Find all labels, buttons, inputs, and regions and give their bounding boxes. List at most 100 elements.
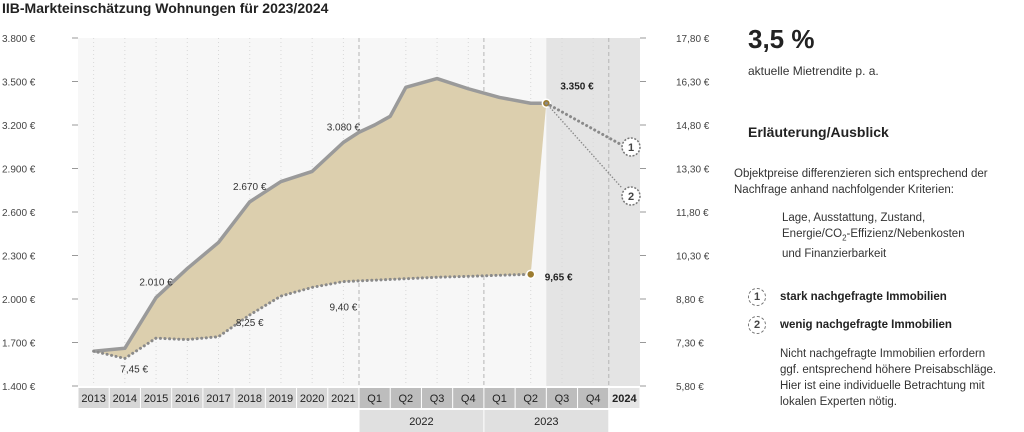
- note-line: Nicht nachgefragte Immobilien erfordern: [780, 348, 986, 360]
- legend-label: stark nachgefragte Immobilien: [780, 291, 947, 304]
- note-line: Hier ist eine individuelle Betrachtung m…: [780, 380, 985, 392]
- note-line: ggf. entsprechend höhere Preisabschläge.: [780, 364, 997, 376]
- y-right-tick-label: 16,30 €: [676, 78, 710, 89]
- x-category-cell: [140, 388, 172, 408]
- year-group-label: 2023: [534, 416, 558, 428]
- data-label: 2.010 €: [139, 278, 173, 289]
- x-category-label: 2016: [175, 393, 199, 405]
- x-category-label: Q2: [398, 393, 413, 405]
- y-right-tick-label: 7,30 €: [676, 339, 704, 350]
- forecast-marker-number: 2: [628, 191, 634, 203]
- criteria-line: Lage, Ausstattung, Zustand,: [782, 212, 926, 224]
- y-left-tick-label: 1.400 €: [2, 382, 36, 393]
- paragraph-line: Nachfrage anhand nachfolgender Kriterien…: [734, 184, 954, 196]
- data-label: 2.670 €: [233, 182, 267, 193]
- x-category-label: Q3: [555, 393, 570, 405]
- x-category-cell: [109, 388, 140, 408]
- x-category-cell: [172, 388, 203, 408]
- x-category-cell: [265, 388, 297, 408]
- legend-number-2: 2: [748, 316, 766, 334]
- x-category-cell: [297, 388, 328, 408]
- forecast-marker-1: [621, 137, 641, 157]
- x-category-cell: [484, 388, 515, 408]
- y-right-tick-label: 10,30 €: [676, 252, 710, 263]
- x-category-cell: [328, 388, 359, 408]
- y-left-tick-label: 2.900 €: [2, 165, 36, 176]
- x-category-label: 2019: [269, 393, 293, 405]
- outlook-paragraph: Objektpreise differenzieren sich entspre…: [734, 166, 1004, 198]
- criteria-text: -Effizienz/Nebenkosten: [846, 228, 965, 240]
- x-category-cell: [359, 388, 390, 408]
- x-category-label: 2018: [237, 393, 261, 405]
- criteria-text: Energie/CO: [782, 228, 843, 240]
- x-category-label: 2013: [81, 393, 105, 405]
- x-category-label: Q2: [523, 393, 538, 405]
- forecast-line-2: [545, 102, 623, 189]
- x-category-label: Q3: [430, 393, 445, 405]
- x-category-label: 2015: [144, 393, 168, 405]
- x-category-label: 2024: [612, 393, 637, 405]
- y-left-tick-label: 2.600 €: [2, 208, 36, 219]
- series-line-price: [93, 76, 547, 353]
- paragraph-line: Objektpreise differenzieren sich entspre…: [734, 168, 988, 180]
- x-category-label: Q4: [586, 393, 601, 405]
- rent-yield-label: aktuelle Mietrendite p. a.: [748, 64, 879, 78]
- y-left-tick-label: 2.300 €: [2, 252, 36, 263]
- y-left-tick-label: 1.700 €: [2, 339, 36, 350]
- note-line: lokalen Experten nötig.: [780, 396, 897, 408]
- price-end-label: 3.350 €: [560, 81, 594, 92]
- year-group-cell: [484, 410, 609, 432]
- note-paragraph: Nicht nachgefragte Immobilien erfordern …: [780, 346, 1020, 410]
- data-label: 7,45 €: [120, 365, 148, 376]
- forecast-marker-number: 1: [628, 142, 634, 154]
- y-left-tick-label: 3.200 €: [2, 121, 36, 132]
- criteria-line: und Finanzierbarkeit: [782, 248, 887, 261]
- price-chart: 1.400 € 1.700 € 2.000 € 2.300 € 2.600 € 2.900…: [2, 34, 710, 432]
- year-group-label: 2022: [409, 416, 433, 428]
- y-left-tick-label: 3.800 €: [2, 34, 36, 45]
- y-right-tick-label: 13,30 €: [676, 165, 710, 176]
- y-left-tick-label: 3.500 €: [2, 78, 36, 89]
- data-label: 3.080 €: [327, 122, 361, 133]
- x-category-label: 2017: [206, 393, 230, 405]
- x-category-label: Q1: [367, 393, 382, 405]
- x-category-label: 2014: [113, 393, 137, 405]
- y-left-tick-label: 2.000 €: [2, 295, 36, 306]
- x-category-cell: [78, 388, 109, 408]
- legend-label: wenig nachgefragte Immobilien: [780, 319, 952, 332]
- criteria-list: Lage, Ausstattung, Zustand, Energie/CO2-…: [782, 210, 1012, 262]
- y-right-tick-label: 8,80 €: [676, 295, 704, 306]
- y-right-tick-label: 14,80 €: [676, 121, 710, 132]
- x-category-cell: [609, 388, 640, 408]
- data-label: 9,40 €: [329, 302, 357, 313]
- y-right-tick-label: 11,80 €: [676, 208, 709, 219]
- x-category-label: 2021: [331, 393, 355, 405]
- rent-end-label: 9,65 €: [545, 272, 573, 283]
- outlook-heading: Erläuterung/Ausblick: [748, 124, 889, 140]
- y-right-tick-label: 5,80 €: [676, 382, 704, 393]
- x-category-cell: [203, 388, 234, 408]
- price-band-area: [93, 78, 547, 359]
- criteria-subscript: 2: [842, 233, 847, 243]
- criteria-line: Energie/CO2-Effizienz/Nebenkosten: [782, 226, 1012, 246]
- x-category-cell: [390, 388, 421, 408]
- forecast-region: [546, 38, 640, 386]
- rent-end-point: [525, 269, 536, 280]
- legend-item-1: 1 stark nachgefragte Immobilien: [748, 288, 947, 306]
- y-right-tick-label: 17,80 €: [676, 34, 710, 45]
- data-label: 8,25 €: [236, 318, 264, 329]
- x-category-label: Q4: [461, 393, 476, 405]
- x-category-cell: [515, 388, 546, 408]
- legend-item-2: 2 wenig nachgefragte Immobilien: [748, 316, 952, 334]
- rent-yield-value: 3,5 %: [748, 24, 815, 54]
- x-category-cell: [546, 388, 578, 408]
- series-line-rent: [92, 272, 533, 361]
- x-category-cell: [234, 388, 265, 408]
- forecast-marker-2: [621, 186, 641, 206]
- x-category-cell: [453, 388, 484, 408]
- x-category-label: 2020: [300, 393, 324, 405]
- x-category-label: Q1: [492, 393, 507, 405]
- legend-number-1: 1: [748, 288, 766, 306]
- x-category-cell: [578, 388, 609, 408]
- chart-title: IIB-Markteinschätzung Wohnungen für 2023…: [2, 0, 329, 16]
